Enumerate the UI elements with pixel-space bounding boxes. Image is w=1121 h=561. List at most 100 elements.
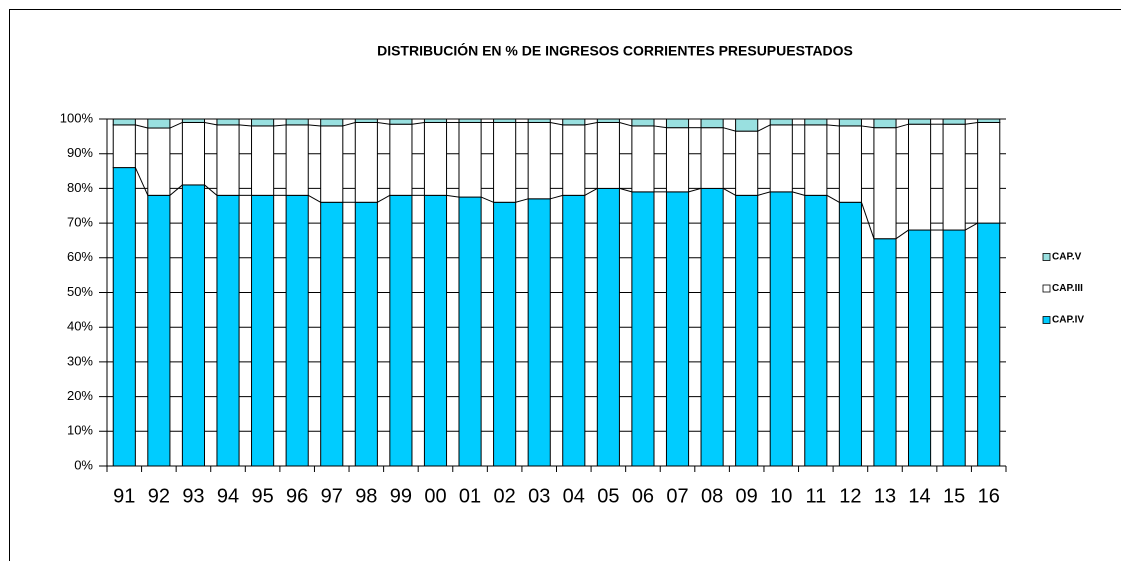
series-line (169, 122, 183, 129)
bar-segment (112, 167, 136, 467)
y-tick-label: 10% (67, 423, 93, 438)
series-line (273, 124, 287, 127)
series-line (964, 222, 978, 231)
series-line (480, 196, 494, 203)
bar-segment (354, 201, 378, 467)
series-line (377, 121, 390, 125)
x-tick-label: 06 (632, 485, 654, 507)
bar-segment (907, 123, 932, 231)
bar-segment (735, 130, 759, 196)
x-tick-label: 96 (286, 485, 308, 507)
bar-segment (735, 194, 759, 467)
x-tick-label: 11 (805, 485, 826, 507)
series-line (722, 187, 736, 196)
bar-segment (423, 194, 448, 467)
series-line (134, 167, 149, 196)
series-line (135, 124, 148, 129)
bar-segment (458, 196, 482, 467)
bar-segment (389, 194, 413, 467)
series-line (965, 121, 978, 125)
y-tick-label: 40% (67, 319, 93, 334)
series-line (239, 124, 252, 127)
x-tick-label: 92 (148, 485, 170, 507)
bar-segment (562, 124, 586, 196)
series-line (550, 194, 563, 200)
x-tick-label: 10 (770, 485, 792, 507)
bar-segment (147, 127, 171, 196)
bar-segment (493, 118, 517, 123)
y-tick-label: 0% (74, 457, 93, 472)
bar-segment (562, 194, 586, 467)
bar-segment (458, 121, 482, 198)
bar-segment (493, 201, 517, 467)
x-tick-label: 08 (701, 485, 723, 507)
bar-segment (596, 118, 620, 123)
x-tick-label: 03 (528, 485, 550, 507)
bar-segment (354, 121, 378, 203)
x-tick-label: 12 (839, 485, 861, 507)
bar-segment (458, 118, 482, 123)
chart-frame (9, 9, 1121, 561)
bar-segment (423, 121, 448, 196)
x-tick-label: 93 (182, 485, 204, 507)
x-tick-label: 91 (113, 485, 135, 507)
bar-segment (527, 118, 551, 123)
bar-segment (942, 123, 966, 231)
bar-segment (596, 187, 620, 467)
bar-segment (769, 118, 793, 126)
series-line (895, 229, 909, 240)
series-line (307, 194, 321, 203)
x-tick-label: 01 (459, 485, 481, 507)
x-tick-label: 04 (563, 485, 585, 507)
bar-segment (112, 124, 136, 169)
bar-segment (320, 125, 344, 203)
bar-segment (251, 194, 275, 467)
x-tick-label: 09 (736, 485, 758, 507)
bar-segment (700, 187, 724, 467)
bar-segment (596, 121, 620, 189)
series-line (377, 194, 391, 203)
bar-segment (700, 118, 724, 129)
series-line (515, 198, 529, 203)
series-line (342, 121, 356, 127)
bar-segment (493, 121, 517, 203)
series-line (861, 125, 874, 129)
bar-segment (735, 118, 759, 132)
bar-segment (389, 118, 413, 125)
bar-segment (285, 118, 309, 126)
y-tick-label: 70% (67, 215, 93, 230)
series-line (204, 184, 218, 196)
bar-segment (907, 118, 932, 125)
bar-segment (665, 118, 690, 129)
bar-segment (251, 118, 275, 127)
bar-segment (112, 118, 136, 126)
chart-title: DISTRIBUCIÓN EN % DE INGRESOS CORRIENTES… (377, 42, 853, 59)
legend-label: CAP.III (1052, 283, 1083, 294)
series-line (792, 191, 805, 196)
bar-segment (977, 121, 1001, 224)
bar-segment (804, 124, 828, 196)
x-tick-label: 16 (978, 485, 1000, 507)
bar-segment (216, 194, 240, 467)
bar-segment (838, 118, 862, 127)
x-tick-label: 13 (874, 485, 896, 507)
bar-segment (147, 194, 171, 467)
legend-swatch (1042, 253, 1051, 261)
series-line (204, 121, 218, 126)
x-tick-label: 94 (217, 485, 239, 507)
bar-segment (665, 127, 690, 193)
y-tick-label: 100% (60, 110, 94, 125)
series-line (411, 121, 425, 125)
series-line (826, 194, 840, 203)
series-line (619, 187, 633, 193)
bar-segment (320, 201, 344, 467)
legend-label: CAP.IV (1052, 315, 1084, 326)
bar-segment (181, 118, 206, 123)
series-line (446, 194, 460, 198)
x-tick-label: 05 (597, 485, 619, 507)
series-line (860, 202, 875, 239)
bar-segment (527, 121, 551, 200)
y-tick-label: 90% (67, 145, 93, 160)
x-tick-label: 07 (666, 485, 688, 507)
